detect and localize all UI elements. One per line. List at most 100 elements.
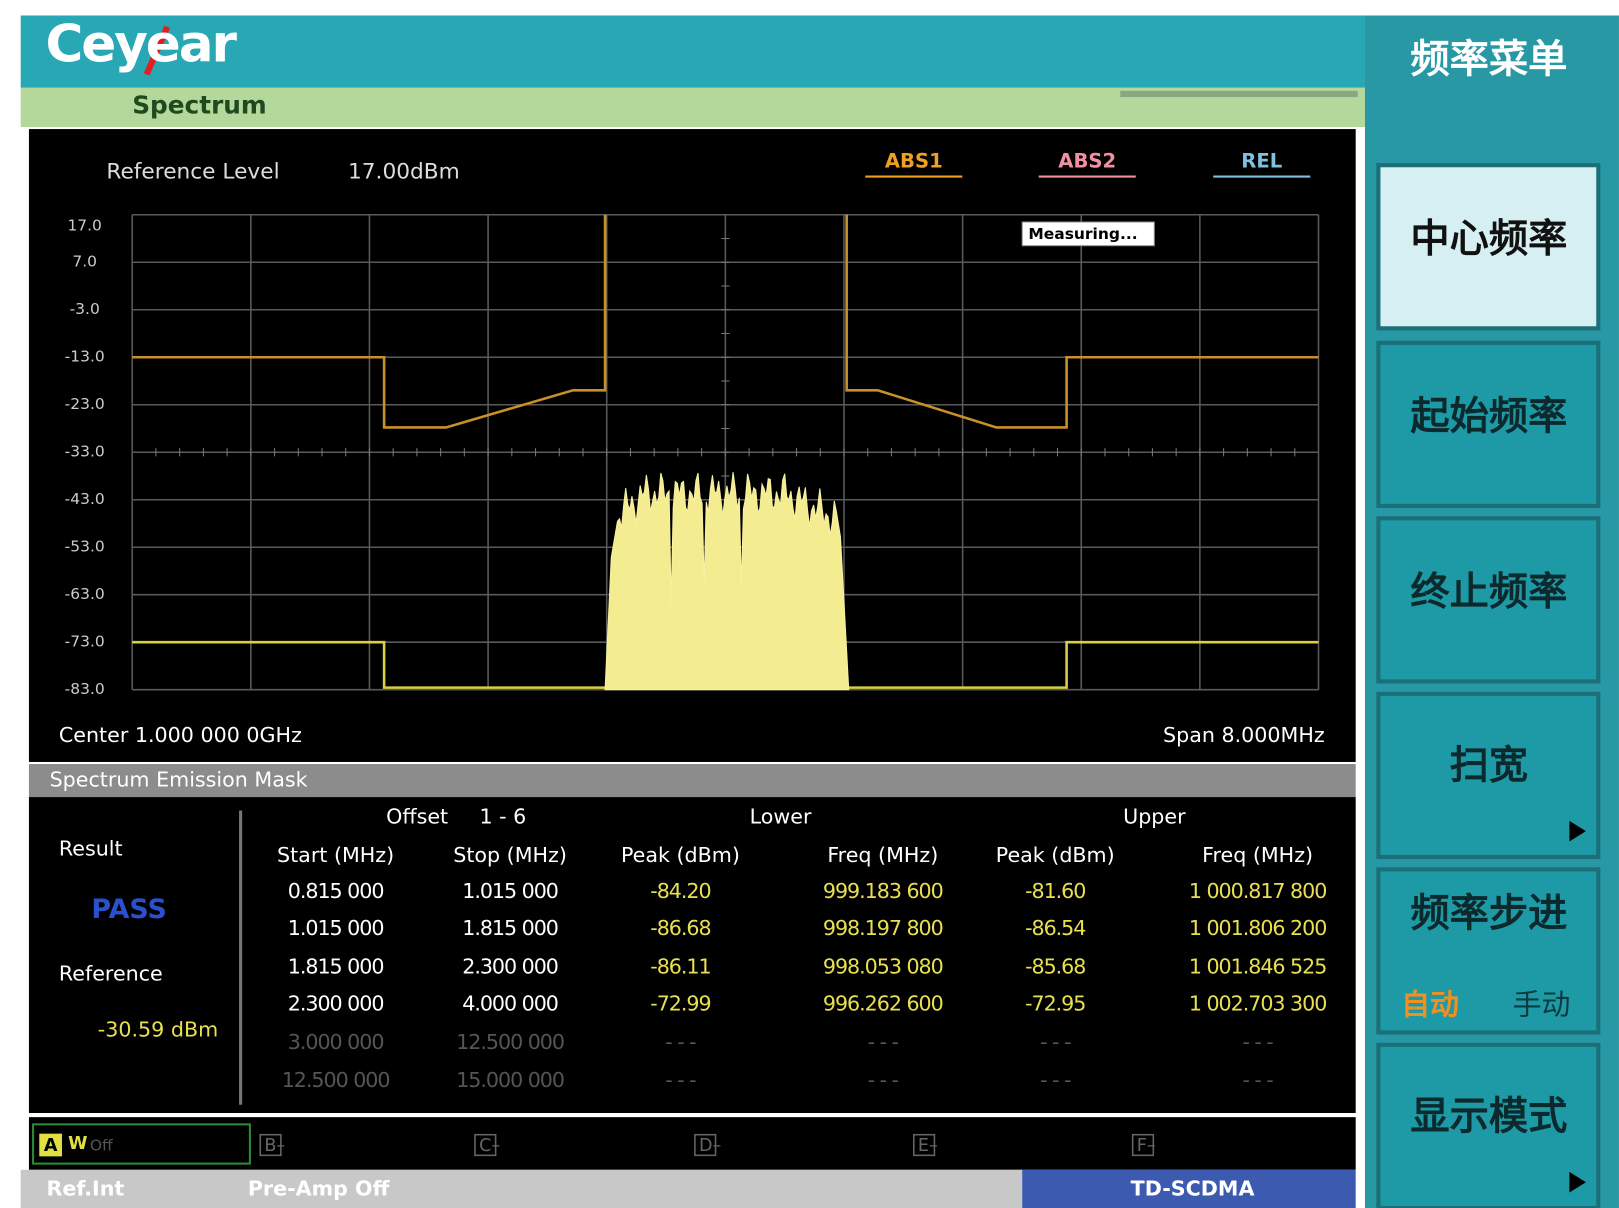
menu-button[interactable] bbox=[1376, 340, 1601, 508]
status-preamp: Pre-Amp Off bbox=[248, 1176, 390, 1200]
upper-mask bbox=[132, 214, 607, 429]
y-axis-label: -23.0 bbox=[65, 395, 105, 413]
trace-label: ABS2 bbox=[1058, 150, 1116, 173]
column-header: Stop (MHz) bbox=[453, 843, 567, 867]
table-cell: 999.183 600 bbox=[823, 879, 943, 903]
table-cell: 996.262 600 bbox=[823, 992, 943, 1016]
table-cell: - - - bbox=[665, 1030, 696, 1054]
table-cell: 998.053 080 bbox=[823, 954, 943, 978]
center-frequency: Center 1.000 000 0GHz bbox=[59, 723, 302, 747]
lower-header: Lower bbox=[750, 805, 812, 829]
header-bar bbox=[20, 15, 1365, 88]
y-axis-label: -73.0 bbox=[65, 633, 105, 651]
marker-label: D– bbox=[699, 1136, 721, 1156]
table-cell: -86.68 bbox=[650, 916, 710, 940]
upper-header: Upper bbox=[1123, 805, 1186, 829]
table-cell: 1 001.846 525 bbox=[1189, 954, 1326, 978]
table-cell: 1.815 000 bbox=[462, 916, 558, 940]
marker-box bbox=[259, 1133, 282, 1157]
table-cell: - - - bbox=[1242, 1068, 1273, 1092]
marker-a-type: W bbox=[68, 1134, 87, 1154]
table-cell: 1 001.806 200 bbox=[1189, 916, 1326, 940]
offset-label: Offset bbox=[386, 805, 448, 829]
marker-box bbox=[913, 1133, 936, 1157]
marker-label: F– bbox=[1137, 1136, 1156, 1156]
menu-button[interactable] bbox=[1376, 691, 1601, 860]
status-standard: TD-SCDMA bbox=[1131, 1176, 1255, 1200]
offset-range: 1 - 6 bbox=[479, 805, 526, 829]
table-cell: - - - bbox=[1040, 1068, 1071, 1092]
menu-title: 频率菜单 bbox=[1410, 37, 1567, 82]
mode-label: Spectrum bbox=[132, 90, 267, 119]
menu-button[interactable] bbox=[1376, 867, 1601, 1035]
y-axis-label: -13.0 bbox=[65, 348, 105, 366]
upper-mask bbox=[845, 214, 1319, 429]
marker-a-state: Off bbox=[90, 1137, 113, 1155]
y-axis-label: -83.0 bbox=[65, 680, 105, 698]
reference-label: Reference bbox=[59, 962, 163, 986]
table-cell: 2.300 000 bbox=[462, 954, 558, 978]
results-title-bar bbox=[28, 764, 1356, 798]
reference-level-label: Reference Level bbox=[106, 159, 279, 184]
table-cell: -72.99 bbox=[650, 992, 710, 1016]
menu-button-label: 终止频率 bbox=[1410, 570, 1567, 615]
marker-label: B– bbox=[264, 1136, 285, 1156]
marker-a-box bbox=[32, 1123, 251, 1165]
table-cell: 1 000.817 800 bbox=[1189, 879, 1326, 903]
table-cell: 12.500 000 bbox=[282, 1068, 390, 1092]
logo-slash bbox=[143, 25, 171, 76]
table-cell: - - - bbox=[665, 1068, 696, 1092]
table-cell: 12.500 000 bbox=[456, 1030, 564, 1054]
menu-button[interactable] bbox=[1376, 163, 1601, 331]
trace-label: ABS1 bbox=[885, 150, 943, 173]
table-cell: 1.015 000 bbox=[288, 916, 384, 940]
marker-box bbox=[694, 1133, 717, 1157]
step-manual: 手动 bbox=[1513, 988, 1571, 1022]
menu-button[interactable] bbox=[1376, 1042, 1601, 1208]
table-cell: 998.197 800 bbox=[823, 916, 943, 940]
table-cell: - - - bbox=[1242, 1030, 1273, 1054]
y-axis-label: 7.0 bbox=[72, 253, 97, 271]
y-axis-label: -33.0 bbox=[65, 443, 105, 461]
results-area bbox=[28, 797, 1356, 1114]
table-cell: - - - bbox=[868, 1068, 899, 1092]
result-label: Result bbox=[59, 837, 123, 861]
table-cell: 2.300 000 bbox=[288, 992, 384, 1016]
y-axis-label: -63.0 bbox=[65, 585, 105, 603]
table-cell: 1.815 000 bbox=[288, 954, 384, 978]
column-header: Peak (dBm) bbox=[996, 843, 1115, 867]
results-title: Spectrum Emission Mask bbox=[50, 768, 308, 792]
menu-button[interactable] bbox=[1376, 516, 1601, 684]
status-box bbox=[1021, 221, 1155, 247]
table-cell: 1 002.703 300 bbox=[1189, 992, 1326, 1016]
table-cell: 4.000 000 bbox=[462, 992, 558, 1016]
table-cell: - - - bbox=[868, 1030, 899, 1054]
spectrum-trace bbox=[604, 472, 850, 691]
table-cell: -86.54 bbox=[1025, 916, 1085, 940]
table-cell: -72.95 bbox=[1025, 992, 1085, 1016]
column-header: Freq (MHz) bbox=[827, 843, 938, 867]
y-axis-label: -43.0 bbox=[65, 490, 105, 508]
y-axis-label: 17.0 bbox=[67, 217, 101, 235]
table-cell: 15.000 000 bbox=[456, 1068, 564, 1092]
column-header: Freq (MHz) bbox=[1202, 843, 1313, 867]
table-cell: -84.20 bbox=[650, 879, 710, 903]
table-cell: - - - bbox=[1040, 1030, 1071, 1054]
status-text: Measuring... bbox=[1028, 225, 1137, 243]
menu-button-label: 显示模式 bbox=[1410, 1095, 1567, 1140]
marker-box bbox=[474, 1133, 497, 1157]
table-cell: 1.015 000 bbox=[462, 879, 558, 903]
menu-button-label: 频率步进 bbox=[1410, 891, 1567, 936]
marker-a-badge bbox=[39, 1133, 62, 1157]
submenu-arrow bbox=[1569, 1171, 1586, 1193]
status-bar bbox=[20, 1169, 1023, 1208]
marker-label: C– bbox=[479, 1136, 500, 1156]
spectrum-plot bbox=[131, 213, 1320, 691]
column-header: Peak (dBm) bbox=[621, 843, 740, 867]
table-cell: 0.815 000 bbox=[288, 879, 384, 903]
marker-label: E– bbox=[918, 1136, 938, 1156]
marker-a-letter: A bbox=[44, 1136, 58, 1156]
mode-bar-strip bbox=[1120, 90, 1358, 98]
trace-label: REL bbox=[1241, 150, 1282, 173]
